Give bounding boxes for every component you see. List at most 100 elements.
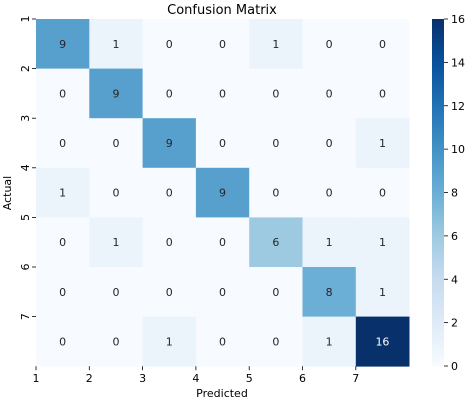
cell-value-label: 0	[272, 187, 279, 200]
heatmap-cell-r7-c7	[355, 316, 410, 367]
heatmap-cell-r1-c2	[89, 19, 143, 69]
heatmap-cell-r2-c2	[89, 68, 143, 119]
heatmap-cell-r1-c6	[302, 19, 357, 69]
colorbar-gradient	[432, 19, 444, 366]
cell-value-label: 0	[166, 187, 173, 200]
cell-value-label: 0	[272, 87, 279, 100]
x-tick-label: 7	[352, 372, 359, 385]
cell-value-label: 1	[326, 236, 333, 249]
cell-value-label: 0	[326, 87, 333, 100]
heatmap-cell-r6-c1	[36, 267, 90, 317]
cell-value-label: 0	[219, 137, 226, 150]
heatmap-cell-r1-c1	[36, 19, 90, 69]
cell-value-label: 1	[379, 286, 386, 299]
cell-value-label: 0	[219, 286, 226, 299]
cell-value-label: 0	[112, 187, 119, 200]
y-tick-label: 3	[19, 115, 32, 122]
chart-title: Confusion Matrix	[167, 3, 277, 18]
heatmap-cell-r4-c4	[195, 167, 250, 218]
y-tick-label: 6	[19, 264, 32, 271]
heatmap-cell-r3-c1	[36, 118, 90, 169]
cell-value-label: 0	[379, 38, 386, 51]
heatmap-cell-r5-c7	[355, 217, 410, 268]
cell-value-label: 0	[166, 286, 173, 299]
cell-value-label: 0	[59, 335, 66, 348]
y-axis-label: Actual	[1, 176, 14, 210]
colorbar-tick-label: 8	[451, 187, 458, 200]
cell-value-label: 0	[59, 137, 66, 150]
cell-value-label: 0	[219, 335, 226, 348]
cell-value-label: 9	[166, 137, 173, 150]
x-tick-label: 2	[86, 372, 93, 385]
cell-value-label: 1	[379, 137, 386, 150]
cell-value-label: 0	[112, 137, 119, 150]
heatmap-cell-r7-c4	[195, 316, 250, 367]
heatmap-cell-r3-c6	[302, 118, 357, 169]
cell-value-label: 1	[112, 236, 119, 249]
cell-value-label: 9	[112, 87, 119, 100]
cell-value-label: 0	[166, 87, 173, 100]
heatmap-cell-r1-c3	[142, 19, 197, 69]
heatmap-cell-r1-c5	[249, 19, 303, 69]
heatmap-cell-r6-c5	[249, 267, 303, 317]
cell-value-label: 9	[219, 187, 226, 200]
cell-value-label: 0	[326, 137, 333, 150]
heatmap-cell-r2-c6	[302, 68, 357, 119]
x-tick-label: 4	[192, 372, 199, 385]
colorbar-tick-label: 0	[451, 360, 458, 373]
heatmap-cell-r2-c1	[36, 68, 90, 119]
heatmap-cell-r5-c4	[195, 217, 250, 268]
heatmap-cell-r7-c6	[302, 316, 357, 367]
cell-value-label: 6	[272, 236, 279, 249]
cell-value-label: 0	[59, 286, 66, 299]
cell-value-label: 0	[166, 236, 173, 249]
heatmap-cell-r6-c3	[142, 267, 197, 317]
cell-value-label: 0	[219, 38, 226, 51]
heatmap-cell-r7-c5	[249, 316, 303, 367]
heatmap-cell-r4-c6	[302, 167, 357, 218]
cell-value-label: 1	[112, 38, 119, 51]
cell-value-label: 0	[272, 286, 279, 299]
cell-value-label: 1	[59, 187, 66, 200]
heatmap-cell-r4-c7	[355, 167, 410, 218]
heatmap-cell-r2-c3	[142, 68, 197, 119]
y-tick-label: 2	[19, 65, 32, 72]
heatmap-cell-r3-c2	[89, 118, 143, 169]
cell-value-label: 1	[326, 335, 333, 348]
y-tick-label: 5	[19, 214, 32, 221]
heatmap-cell-r3-c4	[195, 118, 250, 169]
y-axis-ticks: 1 2 3 4 5 6 7	[19, 16, 36, 320]
heatmap-cell-r5-c6	[302, 217, 357, 268]
cell-value-label: 0	[326, 187, 333, 200]
heatmap-cell-r4-c1	[36, 167, 90, 218]
x-tick-label: 3	[139, 372, 146, 385]
cell-value-label: 9	[59, 38, 66, 51]
cell-value-label: 1	[379, 236, 386, 249]
colorbar: 0 2 4 6 8 10 12 14 16	[432, 13, 465, 373]
colorbar-tick-label: 14	[451, 56, 465, 69]
y-tick-label: 4	[19, 164, 32, 171]
cell-value-label: 1	[272, 38, 279, 51]
heatmap-cell-r1-c4	[195, 19, 250, 69]
cell-value-label: 0	[219, 87, 226, 100]
x-axis-label: Predicted	[196, 387, 248, 400]
colorbar-tick-label: 16	[451, 13, 465, 26]
cell-value-label: 0	[59, 236, 66, 249]
heatmap-cell-r2-c5	[249, 68, 303, 119]
heatmap-cell-r2-c7	[355, 68, 410, 119]
x-tick-label: 6	[299, 372, 306, 385]
colorbar-tick-label: 4	[451, 273, 458, 286]
cell-value-label: 16	[375, 335, 389, 348]
colorbar-tick-label: 10	[451, 143, 465, 156]
heatmap-cell-r5-c5	[249, 217, 303, 268]
heatmap-cell-r6-c2	[89, 267, 143, 317]
x-tick-label: 1	[33, 372, 40, 385]
cell-value-label: 0	[379, 87, 386, 100]
colorbar-tick-label: 6	[451, 230, 458, 243]
heatmap-cell-r3-c3	[142, 118, 197, 169]
cell-value-label: 1	[166, 335, 173, 348]
cell-value-label: 0	[166, 38, 173, 51]
heatmap-cells: 9 1 0 0 1 0 0 0 9 0 0 0 0 0 0 0 9 0 0 0 1 1 0 0 9 0 0 0 0 1 0 0 6 1 1 0 0 0 0 0…	[36, 19, 410, 367]
heatmap-cell-r7-c2	[89, 316, 143, 367]
cell-value-label: 0	[326, 38, 333, 51]
